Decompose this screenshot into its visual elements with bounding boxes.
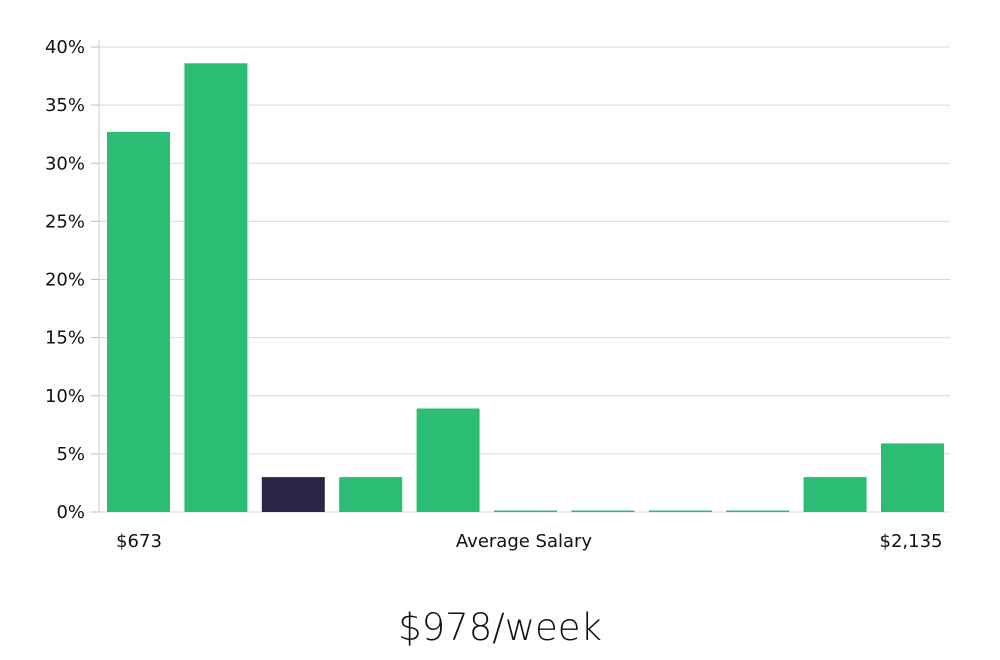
bar <box>494 510 557 512</box>
y-tick-label: 40% <box>45 37 85 58</box>
y-tick-label: 15% <box>45 328 85 349</box>
bar <box>107 131 170 512</box>
average-salary-value: $978/week <box>398 606 602 649</box>
bar <box>803 477 867 512</box>
bar <box>416 408 480 512</box>
y-tick-label: 35% <box>45 95 85 116</box>
y-axis-ticks: 0% 5% 10% 15% 20% 25% 30% 35% 40% <box>45 37 99 523</box>
y-tick-label: 20% <box>45 270 85 291</box>
bar <box>726 510 790 512</box>
bar <box>184 63 248 513</box>
x-axis-title: Average Salary <box>456 531 593 552</box>
y-tick-label: 0% <box>56 502 85 523</box>
y-tick-label: 25% <box>45 211 85 232</box>
bars <box>107 63 944 513</box>
x-max-label: $2,135 <box>880 531 943 552</box>
bar <box>648 510 712 512</box>
y-tick-label: 30% <box>45 153 85 174</box>
y-tick-label: 5% <box>56 444 85 465</box>
x-min-label: $673 <box>116 531 162 552</box>
bar <box>881 443 944 512</box>
y-tick-label: 10% <box>45 386 85 407</box>
bar-highlighted <box>261 477 325 512</box>
bar <box>339 477 403 512</box>
bar <box>571 510 635 512</box>
salary-histogram: 0% 5% 10% 15% 20% 25% 30% 35% 40% $673 Average S… <box>45 37 950 552</box>
